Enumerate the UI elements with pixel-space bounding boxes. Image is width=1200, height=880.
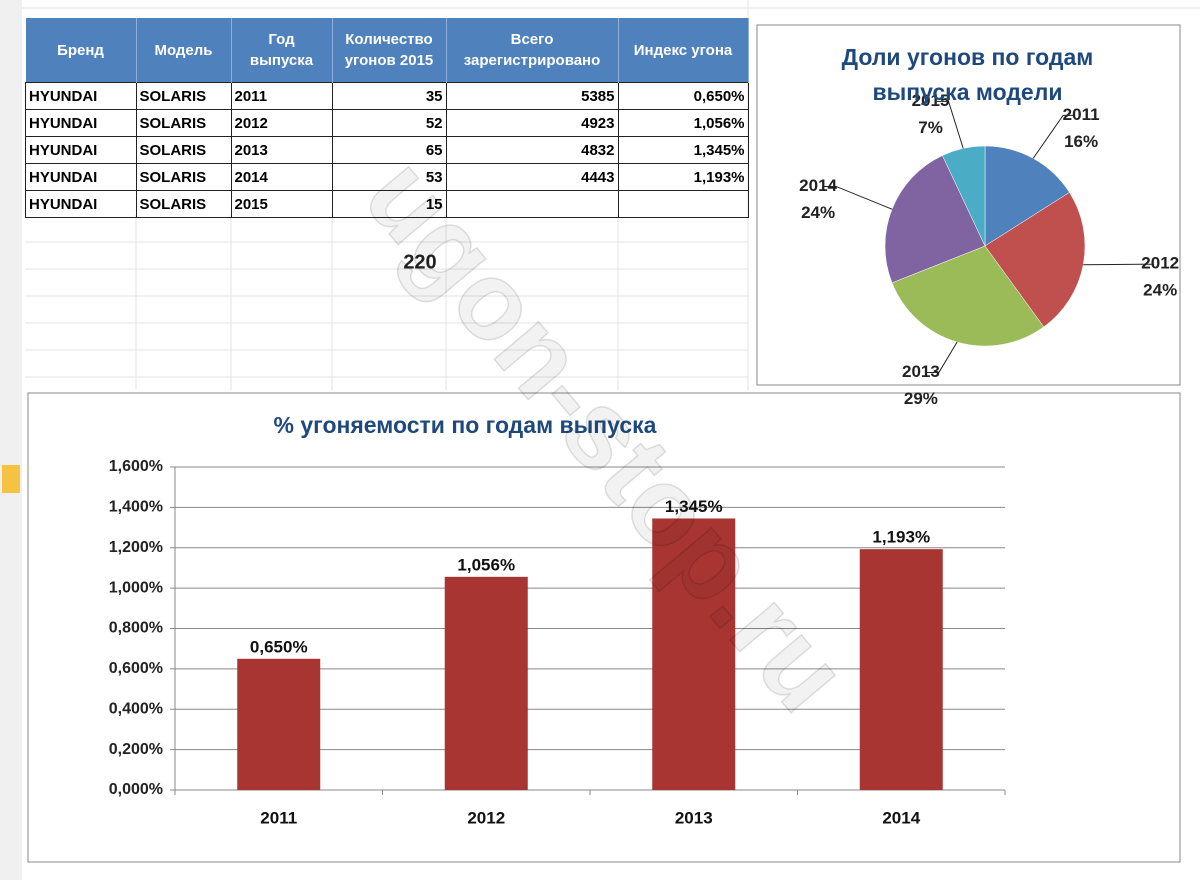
data-label: 1,056% [457,555,515,574]
data-label: 1,345% [665,497,723,516]
y-tick-label: 0,800% [109,620,163,637]
data-table: Бренд Модель Год выпуска Количество угонов … [25,18,749,218]
table-cell: 15 [331,190,447,218]
table-row: HYUNDAI SOLARIS 2013 65 4832 1,345% [25,136,749,164]
y-tick-label: 1,200% [109,539,163,556]
y-tick-label: 1,600% [109,458,163,475]
table-cell: 1,056% [617,109,749,137]
leader-line [1083,263,1155,266]
bar [859,549,943,790]
table-cell [617,190,749,218]
table-cell: 52 [331,109,447,137]
table-cell: 4443 [445,163,619,191]
table-row: HYUNDAI SOLARIS 2015 15 [25,190,749,218]
table-cell: HYUNDAI [25,82,137,110]
pie-slice [984,145,1070,247]
table-cell: 5385 [445,82,619,110]
table-cell: 1,345% [617,136,749,164]
table-cell: 2015 [230,190,333,218]
table-cell: 4832 [445,136,619,164]
table-cell: SOLARIS [135,109,232,137]
table-cell: 2014 [230,163,333,191]
bar-chart-frame [27,392,1181,863]
table-cell: HYUNDAI [25,136,137,164]
pie-label: 2015 [912,91,950,110]
total: 220 [403,251,436,273]
column-header: Год выпуска [231,18,333,83]
table-cell: SOLARIS [135,136,232,164]
table-cell: 1,193% [617,163,749,191]
pie-slice [984,192,1086,328]
pie-value-label: 24% [801,203,835,222]
table-row: HYUNDAI SOLARIS 2011 35 5385 0,650% [25,82,749,110]
pie-value-label: 7% [918,118,943,137]
leader-line [926,341,958,373]
x-tick-label: 2011 [260,808,297,827]
y-tick-label: 0,600% [109,660,163,677]
x-tick-label: 2012 [467,808,505,827]
bar [652,518,736,790]
column-header: Бренд [25,18,137,83]
table-cell: 2012 [230,109,333,137]
pie-title: Доли угонов по годам выпуска модели [841,44,1094,105]
pie-value-label: 24% [1143,281,1177,300]
pie-label: 2014 [799,176,837,195]
data-label: 0,650% [250,637,308,656]
table-cell: 4923 [445,109,619,137]
leader-line [1032,114,1076,159]
table-cell: 2013 [230,136,333,164]
pie-label: 2011 [1063,105,1100,124]
y-tick-label: 1,400% [109,499,163,516]
x-tick-label: 2013 [675,808,713,827]
table-row: HYUNDAI SOLARIS 2012 52 4923 1,056% [25,109,749,137]
selected-row [2,465,20,493]
table-cell: SOLARIS [135,163,232,191]
leader-line [824,185,893,210]
pie-slice [884,155,986,284]
data-label: 1,193% [872,528,930,547]
column-header: Количество угонов 2015 [332,18,447,83]
y-tick-label: 0,400% [109,700,163,717]
y-tick-label: 0,200% [109,741,163,758]
sheet-grid [0,0,1200,390]
bar [444,576,528,790]
table-cell: HYUNDAI [25,163,137,191]
table-cell: 0,650% [617,82,749,110]
pie-chart: 2011 16% 2012 24% 2013 29% 2014 24% 2015 7% [799,91,1179,408]
leader-line [936,100,964,149]
pie-value-label: 29% [904,389,938,408]
column-header: Индекс угона [618,18,749,83]
table-cell: 35 [331,82,447,110]
header-row: Бренд Модель Год выпуска Количество угонов … [25,18,749,83]
bar-chart: 0,000% 0,200% 0,400% 0,600% 0,800% 1,000% 1,20… [109,458,1006,827]
table-cell: 2011 [230,82,333,110]
row-header [0,0,22,880]
bar [237,658,321,790]
y-tick-label: 1,000% [109,579,163,596]
table-cell: 53 [331,163,447,191]
table-row: HYUNDAI SOLARIS 2014 53 4443 1,193% [25,163,749,191]
bar-title: % угоняемости по годам выпуска [273,412,657,438]
pie-value-label: 16% [1064,132,1098,151]
table-cell: SOLARIS [135,190,232,218]
x-tick-label: 2014 [882,808,920,827]
table-cell: 65 [331,136,447,164]
pie-label: 2012 [1141,254,1179,273]
table-cell: HYUNDAI [25,190,137,218]
pie-label: 2013 [902,362,940,381]
column-header: Модель [136,18,232,83]
y-tick-label: 0,000% [109,781,163,798]
table-cell: SOLARIS [135,82,232,110]
table-cell: HYUNDAI [25,109,137,137]
table-cell [445,190,619,218]
column-header: Всего зарегистрировано [446,18,619,83]
